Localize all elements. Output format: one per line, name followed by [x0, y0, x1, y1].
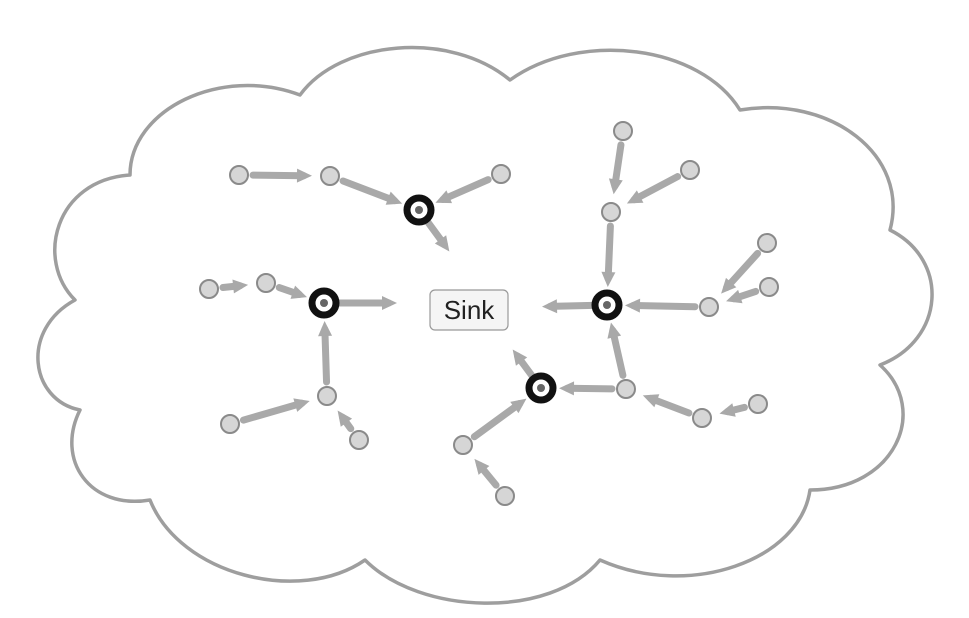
sensor-node	[614, 122, 632, 140]
edge-arrow	[633, 306, 695, 307]
sensor-node	[221, 415, 239, 433]
edge-arrow	[343, 181, 394, 201]
edge-arrowhead	[726, 290, 742, 303]
sensor-node	[200, 280, 218, 298]
cluster-head-core	[320, 299, 328, 307]
edge-arrow	[634, 177, 677, 200]
sensor-node	[760, 278, 778, 296]
edge-arrowhead	[609, 178, 623, 194]
edge-arrow	[727, 253, 758, 287]
edge-arrowhead	[318, 321, 332, 336]
sensor-node	[749, 395, 767, 413]
network-diagram: Sink	[0, 0, 969, 618]
sensor-node	[230, 166, 248, 184]
sink-label: Sink	[444, 295, 496, 325]
sensor-node	[617, 380, 635, 398]
edge-arrowhead	[601, 272, 615, 287]
edge-arrowhead	[293, 398, 309, 411]
edge-arrow	[474, 403, 520, 436]
edge-arrowhead	[291, 286, 307, 299]
edge-arrow	[243, 403, 301, 420]
edge-arrowhead	[607, 323, 621, 339]
cluster-head-core	[537, 384, 545, 392]
sensor-node	[492, 165, 510, 183]
sensor-node	[318, 387, 336, 405]
sensor-node	[681, 161, 699, 179]
edge-arrowhead	[559, 381, 574, 395]
edge-arrowhead	[542, 299, 557, 313]
sensor-node	[350, 431, 368, 449]
edge-arrowhead	[297, 169, 312, 183]
edge-arrow	[325, 329, 327, 382]
sensor-node	[700, 298, 718, 316]
edge-arrow	[613, 331, 623, 376]
edge-arrowhead	[382, 296, 397, 310]
edge-arrow	[443, 180, 488, 200]
sensor-node	[693, 409, 711, 427]
sink-node: Sink	[430, 290, 508, 330]
edge-arrow	[253, 175, 304, 176]
edge-arrowhead	[625, 299, 640, 313]
cluster-head-core	[415, 206, 423, 214]
sensor-node	[496, 487, 514, 505]
sensor-node	[257, 274, 275, 292]
sensor-node	[321, 167, 339, 185]
edge-arrowhead	[232, 279, 248, 293]
sensor-node	[454, 436, 472, 454]
edge-arrowhead	[719, 403, 735, 417]
sensor-node	[602, 203, 620, 221]
cluster-head-core	[603, 301, 611, 309]
edge-arrow	[608, 226, 610, 279]
sensor-node	[758, 234, 776, 252]
